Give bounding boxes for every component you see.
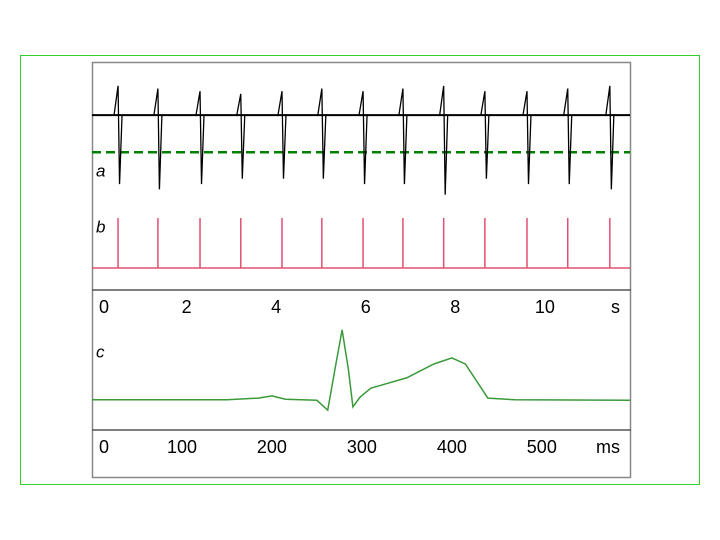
x-unit: s — [611, 297, 620, 317]
x-tick-label: 400 — [437, 437, 467, 457]
waveform — [92, 329, 631, 412]
panel-label: b — [96, 217, 105, 236]
spike — [358, 91, 368, 185]
spike — [439, 85, 449, 195]
spike — [317, 88, 327, 179]
spike — [236, 93, 246, 179]
x-tick-label: 300 — [347, 437, 377, 457]
spike — [277, 91, 287, 179]
spike — [113, 85, 123, 185]
x-tick-label: 0 — [99, 437, 109, 457]
x-tick-label: 200 — [257, 437, 287, 457]
x-tick-label: 8 — [450, 297, 460, 317]
spike — [480, 91, 490, 179]
panel-label: c — [96, 342, 105, 361]
x-unit: ms — [596, 437, 620, 457]
x-tick-label: 2 — [182, 297, 192, 317]
x-tick-label: 100 — [167, 437, 197, 457]
x-tick-label: 4 — [271, 297, 281, 317]
spike — [153, 88, 163, 190]
spike — [522, 91, 532, 185]
x-tick-label: 10 — [535, 297, 555, 317]
x-tick-label: 500 — [527, 437, 557, 457]
spike — [563, 88, 573, 185]
x-tick-label: 6 — [361, 297, 371, 317]
spike — [195, 91, 205, 185]
spike — [605, 85, 615, 190]
panel-frame — [91, 61, 632, 479]
x-tick-label: 0 — [99, 297, 109, 317]
spike — [398, 88, 408, 185]
panel-label: a — [96, 161, 105, 180]
